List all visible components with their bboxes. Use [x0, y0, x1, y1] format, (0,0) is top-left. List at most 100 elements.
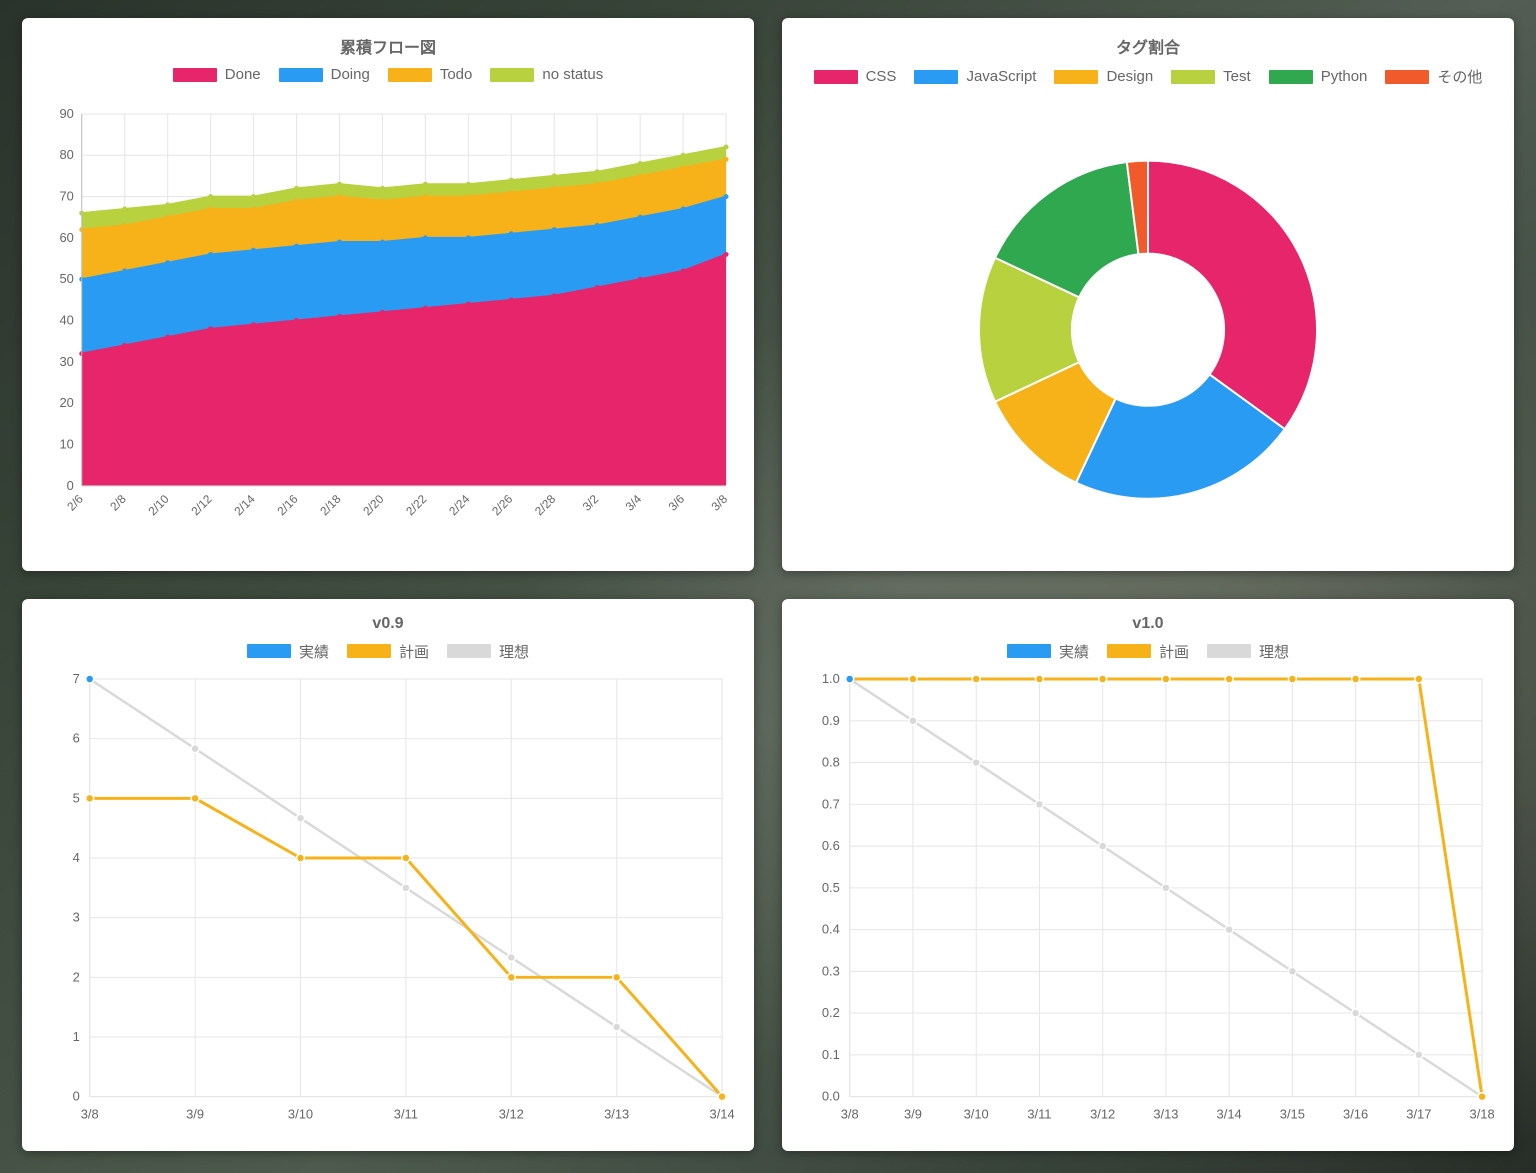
svg-text:3/6: 3/6	[666, 492, 688, 514]
tags-legend-design[interactable]: Design	[1054, 66, 1153, 87]
svg-text:3/8: 3/8	[81, 1106, 99, 1121]
legend-label: 理想	[1259, 641, 1289, 662]
svg-text:2/26: 2/26	[489, 492, 516, 519]
svg-text:3/12: 3/12	[499, 1106, 524, 1121]
svg-text:2/12: 2/12	[188, 492, 215, 519]
v09-legend-plan[interactable]: 計画	[347, 641, 429, 662]
svg-text:2/6: 2/6	[64, 492, 86, 514]
legend-label: Todo	[440, 66, 473, 83]
svg-text:2/22: 2/22	[403, 492, 430, 519]
v10-legend-actual[interactable]: 実績	[1007, 641, 1089, 662]
legend-label: Design	[1106, 68, 1153, 85]
svg-text:5: 5	[73, 790, 80, 805]
svg-text:4: 4	[73, 849, 80, 864]
swatch-icon	[1207, 644, 1251, 658]
svg-text:0: 0	[73, 1088, 80, 1103]
svg-text:3/12: 3/12	[1090, 1106, 1115, 1121]
svg-text:3/10: 3/10	[964, 1106, 989, 1121]
legend-label: Doing	[331, 66, 370, 83]
v10-legend: 実績 計画 理想	[800, 641, 1496, 662]
svg-text:10: 10	[59, 436, 73, 451]
svg-text:0.2: 0.2	[822, 1005, 840, 1020]
v09-legend-actual[interactable]: 実績	[247, 641, 329, 662]
tags-legend-js[interactable]: JavaScript	[914, 66, 1036, 87]
tags-legend: CSS JavaScript Design Test Python その他	[800, 66, 1496, 87]
svg-text:0.7: 0.7	[822, 796, 840, 811]
tags-legend-test[interactable]: Test	[1171, 66, 1251, 87]
svg-text:0: 0	[67, 478, 74, 493]
legend-label: JavaScript	[966, 68, 1036, 85]
svg-text:3/8: 3/8	[841, 1106, 859, 1121]
svg-text:3/10: 3/10	[288, 1106, 313, 1121]
svg-text:2/10: 2/10	[145, 492, 172, 519]
legend-label: 実績	[299, 641, 329, 662]
swatch-icon	[1269, 70, 1313, 84]
card-cfd: 累積フロー図 Done Doing Todo no status 0102030…	[22, 18, 754, 571]
swatch-icon	[388, 68, 432, 82]
v09-title: v0.9	[40, 615, 736, 633]
card-v10: v1.0 実績 計画 理想 0.00.10.20.30.40.50.60.70.…	[782, 599, 1514, 1152]
swatch-icon	[1107, 644, 1151, 658]
svg-text:2/18: 2/18	[317, 492, 344, 519]
dashboard-grid: 累積フロー図 Done Doing Todo no status 0102030…	[0, 0, 1536, 1173]
svg-text:2: 2	[73, 969, 80, 984]
tags-legend-python[interactable]: Python	[1269, 66, 1368, 87]
legend-label: Test	[1223, 68, 1251, 85]
cfd-legend-nostatus[interactable]: no status	[490, 66, 603, 83]
svg-text:7: 7	[73, 671, 80, 686]
legend-label: 計画	[1159, 641, 1189, 662]
svg-text:3/16: 3/16	[1343, 1106, 1368, 1121]
swatch-icon	[173, 68, 217, 82]
svg-text:3/9: 3/9	[186, 1106, 204, 1121]
svg-text:0.8: 0.8	[822, 754, 840, 769]
cfd-plot: 01020304050607080902/62/82/102/122/142/1…	[40, 89, 736, 555]
svg-text:3/11: 3/11	[394, 1106, 418, 1121]
cfd-title: 累積フロー図	[40, 34, 736, 58]
cfd-chart: 01020304050607080902/62/82/102/122/142/1…	[40, 89, 736, 555]
cfd-legend-todo[interactable]: Todo	[388, 66, 473, 83]
svg-text:50: 50	[59, 271, 73, 286]
svg-text:3/9: 3/9	[904, 1106, 922, 1121]
v09-legend-ideal[interactable]: 理想	[447, 641, 529, 662]
svg-text:0.3: 0.3	[822, 963, 840, 978]
svg-text:2/14: 2/14	[231, 492, 258, 519]
cfd-legend-doing[interactable]: Doing	[279, 66, 370, 83]
cfd-legend-done[interactable]: Done	[173, 66, 261, 83]
svg-text:0.4: 0.4	[822, 921, 840, 936]
svg-text:6: 6	[73, 730, 80, 745]
svg-text:0.9: 0.9	[822, 712, 840, 727]
swatch-icon	[447, 644, 491, 658]
tags-legend-css[interactable]: CSS	[814, 66, 897, 87]
legend-label: その他	[1437, 66, 1482, 87]
legend-label: 理想	[499, 641, 529, 662]
svg-text:3/4: 3/4	[623, 492, 645, 514]
v09-chart: 012345673/83/93/103/113/123/133/14	[40, 668, 736, 1136]
swatch-icon	[1171, 70, 1215, 84]
v10-legend-plan[interactable]: 計画	[1107, 641, 1189, 662]
tags-legend-other[interactable]: その他	[1385, 66, 1482, 87]
swatch-icon	[1007, 644, 1051, 658]
svg-text:2/24: 2/24	[446, 492, 473, 519]
svg-text:3/14: 3/14	[1217, 1106, 1242, 1121]
svg-text:2/20: 2/20	[360, 492, 387, 519]
svg-text:2/8: 2/8	[107, 492, 129, 514]
swatch-icon	[1054, 70, 1098, 84]
tags-chart	[800, 93, 1496, 555]
tags-title: タグ割合	[800, 34, 1496, 58]
v10-title: v1.0	[800, 615, 1496, 633]
svg-text:80: 80	[59, 147, 73, 162]
svg-text:3/14: 3/14	[710, 1106, 735, 1121]
legend-label: CSS	[866, 68, 897, 85]
svg-text:3/2: 3/2	[580, 492, 602, 514]
svg-text:40: 40	[59, 313, 73, 328]
legend-label: 計画	[399, 641, 429, 662]
v10-legend-ideal[interactable]: 理想	[1207, 641, 1289, 662]
svg-text:2/28: 2/28	[532, 492, 559, 519]
card-tags: タグ割合 CSS JavaScript Design Test Python そ…	[782, 18, 1514, 571]
svg-text:20: 20	[59, 395, 73, 410]
swatch-icon	[1385, 70, 1429, 84]
svg-text:3/18: 3/18	[1470, 1106, 1495, 1121]
svg-text:1: 1	[73, 1028, 80, 1043]
legend-label: Done	[225, 66, 261, 83]
svg-text:0.1: 0.1	[822, 1046, 840, 1061]
